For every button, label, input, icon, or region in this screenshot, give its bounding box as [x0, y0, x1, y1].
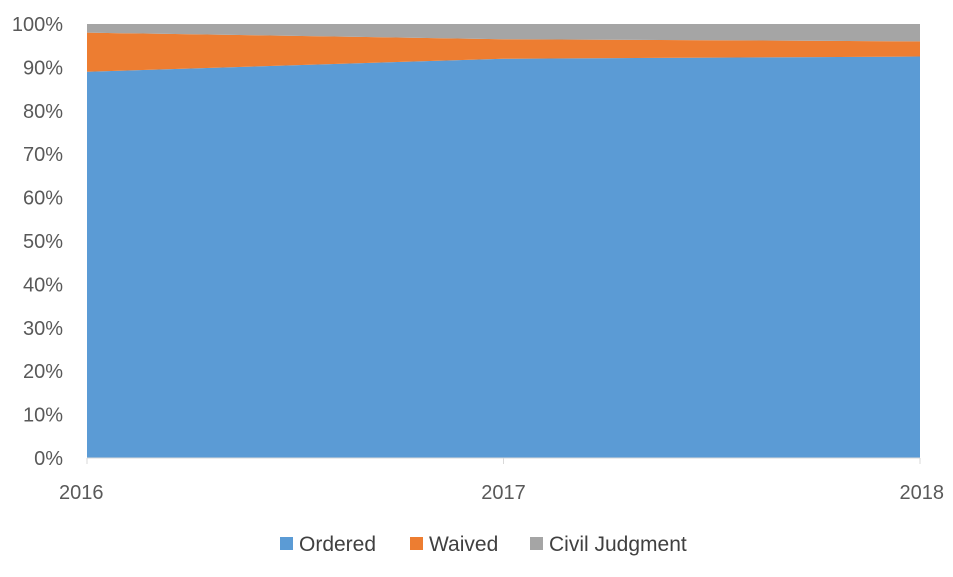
y-tick-label: 10% — [23, 405, 63, 427]
x-tick-label: 2016 — [59, 482, 104, 504]
y-tick-label: 30% — [23, 318, 63, 340]
legend-item-civil-judgment: Civil Judgment — [530, 533, 687, 556]
legend-label: Civil Judgment — [549, 533, 687, 556]
legend-swatch — [530, 537, 543, 550]
legend-label: Waived — [429, 533, 498, 556]
y-tick-label: 40% — [23, 274, 63, 296]
area-waived — [87, 32, 920, 72]
x-axis-tick-labels: 2016 2017 2018 — [59, 482, 944, 504]
area-civil-judgment — [87, 24, 920, 42]
series-areas — [87, 24, 920, 459]
legend-item-waived: Waived — [410, 533, 498, 556]
y-axis-tick-labels: 0% 10% 20% 30% 40% 50% 60% 70% 80% 90% 100% — [12, 14, 63, 470]
axes — [86, 457, 921, 464]
y-tick-label: 90% — [23, 57, 63, 79]
legend-swatch — [280, 537, 293, 550]
x-tick-label: 2017 — [481, 482, 526, 504]
y-tick-label: 20% — [23, 361, 63, 383]
y-tick-label: 0% — [34, 448, 63, 470]
y-tick-label: 70% — [23, 144, 63, 166]
x-tick-label: 2018 — [900, 482, 945, 504]
legend-label: Ordered — [299, 533, 376, 556]
y-tick-label: 50% — [23, 231, 63, 253]
y-tick-label: 100% — [12, 14, 63, 36]
legend-swatch — [410, 537, 423, 550]
legend-item-ordered: Ordered — [280, 533, 376, 556]
area-ordered — [87, 56, 920, 459]
legend: Ordered Waived Civil Judgment — [280, 533, 687, 556]
y-tick-label: 60% — [23, 188, 63, 210]
y-tick-label: 80% — [23, 101, 63, 123]
